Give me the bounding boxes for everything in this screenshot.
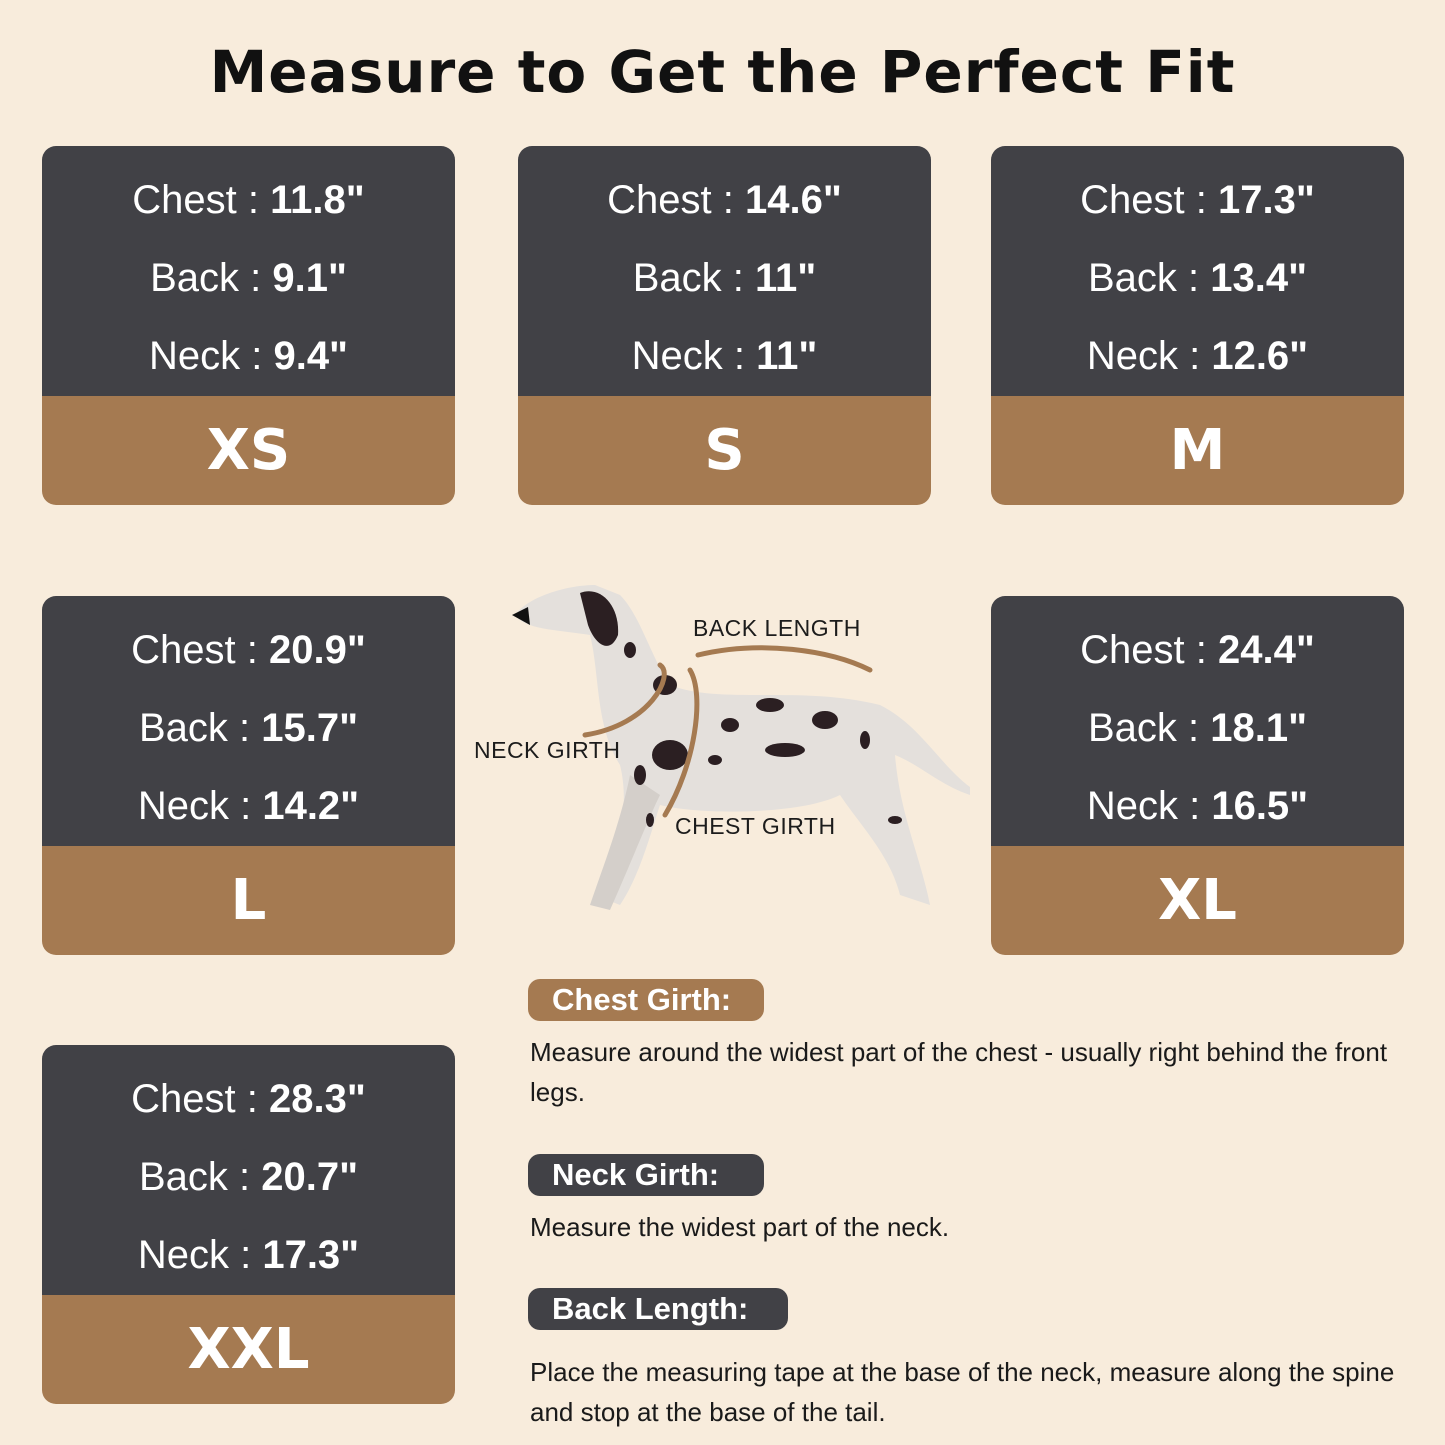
size-card-xl: Chest : 24.4" Back : 18.1" Neck : 16.5" XL [991,596,1404,955]
chest-girth-heading: Chest Girth: [528,979,764,1021]
chest-measurement: Chest : 11.8" [132,178,365,222]
back-length-label: BACK LENGTH [693,615,861,641]
size-label: XL [991,846,1404,955]
back-measurement: Back : 11" [632,256,817,300]
chest-measurement: Chest : 24.4" [1080,628,1315,672]
neck-girth-heading: Neck Girth: [528,1154,764,1196]
measurements-panel: Chest : 20.9" Back : 15.7" Neck : 14.2" [42,596,455,846]
chest-girth-label: CHEST GIRTH [675,813,836,839]
chest-girth-text: Measure around the widest part of the ch… [530,1037,1388,1107]
neck-measurement: Neck : 11" [631,334,818,378]
chest-measurement: Chest : 17.3" [1080,178,1315,222]
size-card-xs: Chest : 11.8" Back : 9.1" Neck : 9.4" XS [42,146,455,505]
chest-measurement: Chest : 20.9" [131,628,366,672]
size-label: S [518,396,931,505]
neck-measurement: Neck : 16.5" [1086,784,1309,828]
chest-measurement: Chest : 28.3" [131,1077,366,1121]
back-length-text: Place the measuring tape at the base of … [530,1357,1395,1427]
measurements-panel: Chest : 24.4" Back : 18.1" Neck : 16.5" [991,596,1404,846]
back-measurement: Back : 15.7" [138,706,359,750]
neck-measurement: Neck : 14.2" [137,784,360,828]
back-measurement: Back : 18.1" [1087,706,1308,750]
neck-girth-text: Measure the widest part of the neck. [530,1212,950,1242]
chest-measurement: Chest : 14.6" [607,178,842,222]
neck-girth-label: NECK GIRTH [474,737,621,763]
back-length-heading: Back Length: [528,1288,788,1330]
neck-measurement: Neck : 12.6" [1086,334,1309,378]
back-measurement: Back : 20.7" [138,1155,359,1199]
back-measurement: Back : 9.1" [150,256,347,300]
size-card-m: Chest : 17.3" Back : 13.4" Neck : 12.6" M [991,146,1404,505]
measurements-panel: Chest : 14.6" Back : 11" Neck : 11" [518,146,931,396]
size-card-s: Chest : 14.6" Back : 11" Neck : 11" S [518,146,931,505]
neck-measurement: Neck : 9.4" [148,334,349,378]
measurements-panel: Chest : 28.3" Back : 20.7" Neck : 17.3" [42,1045,455,1295]
measurements-panel: Chest : 11.8" Back : 9.1" Neck : 9.4" [42,146,455,396]
dalmatian-illustration [512,585,970,910]
size-label: XXL [42,1295,455,1404]
page-title: Measure to Get the Perfect Fit [209,38,1236,106]
neck-measurement: Neck : 17.3" [137,1233,360,1277]
size-label: M [991,396,1404,505]
size-card-l: Chest : 20.9" Back : 15.7" Neck : 14.2" L [42,596,455,955]
measurements-panel: Chest : 17.3" Back : 13.4" Neck : 12.6" [991,146,1404,396]
size-label: XS [42,396,455,505]
size-card-xxl: Chest : 28.3" Back : 20.7" Neck : 17.3" XXL [42,1045,455,1404]
size-label: L [42,846,455,955]
back-measurement: Back : 13.4" [1087,256,1308,300]
